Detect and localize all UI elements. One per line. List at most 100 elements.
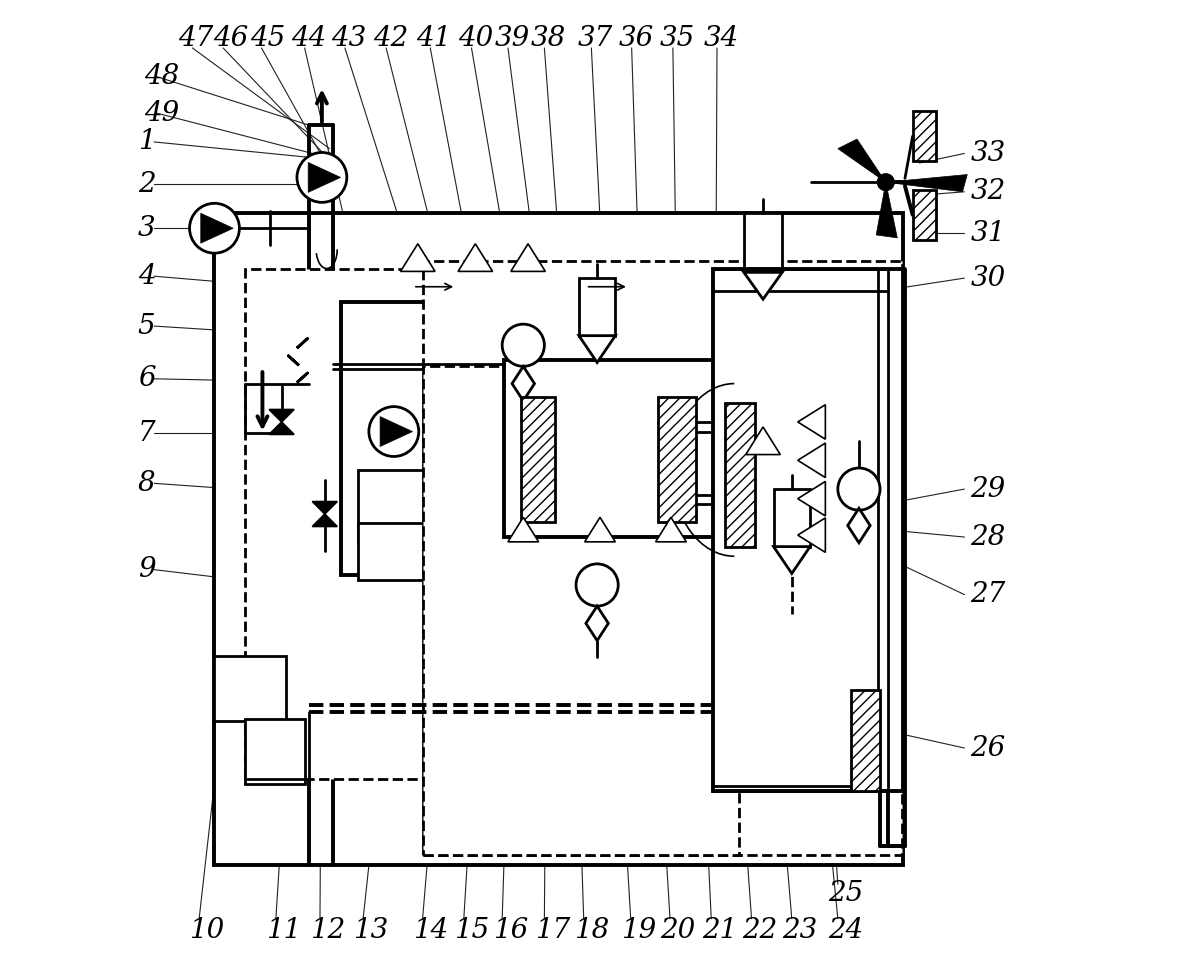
Text: 40: 40 bbox=[458, 25, 493, 52]
Text: 5: 5 bbox=[138, 313, 155, 339]
Text: 30: 30 bbox=[970, 265, 1006, 292]
Text: 44: 44 bbox=[292, 25, 326, 52]
Text: 22: 22 bbox=[742, 917, 778, 944]
Bar bbox=[245, 269, 446, 779]
Polygon shape bbox=[511, 244, 545, 271]
Text: 4: 4 bbox=[138, 263, 155, 290]
Polygon shape bbox=[798, 443, 826, 478]
Bar bbox=[521, 397, 554, 522]
Text: 16: 16 bbox=[492, 917, 528, 944]
Text: 36: 36 bbox=[618, 25, 654, 52]
Polygon shape bbox=[886, 175, 967, 192]
Polygon shape bbox=[745, 427, 780, 455]
Text: 26: 26 bbox=[970, 735, 1006, 761]
Polygon shape bbox=[269, 409, 294, 422]
Polygon shape bbox=[744, 272, 782, 299]
Text: 13: 13 bbox=[354, 917, 389, 944]
Polygon shape bbox=[798, 481, 826, 516]
Polygon shape bbox=[798, 405, 826, 439]
Text: 1: 1 bbox=[138, 129, 155, 155]
Text: 2: 2 bbox=[138, 171, 155, 198]
Text: 48: 48 bbox=[144, 63, 180, 90]
Text: 38: 38 bbox=[530, 25, 566, 52]
Polygon shape bbox=[512, 366, 534, 401]
Circle shape bbox=[576, 564, 618, 606]
Text: 19: 19 bbox=[622, 917, 656, 944]
Text: 33: 33 bbox=[970, 140, 1006, 167]
Text: 6: 6 bbox=[138, 365, 155, 392]
Circle shape bbox=[368, 407, 419, 456]
Bar bbox=[359, 470, 445, 542]
Polygon shape bbox=[312, 502, 337, 514]
Text: 49: 49 bbox=[144, 100, 180, 127]
Bar bbox=[422, 366, 739, 855]
Text: 24: 24 bbox=[828, 917, 864, 944]
Text: 39: 39 bbox=[494, 25, 529, 52]
Bar bbox=[851, 690, 880, 791]
Text: 20: 20 bbox=[660, 917, 696, 944]
Bar bbox=[359, 523, 445, 580]
Polygon shape bbox=[401, 244, 436, 271]
Text: 34: 34 bbox=[703, 25, 739, 52]
Bar bbox=[913, 111, 936, 161]
Polygon shape bbox=[508, 517, 539, 542]
Bar bbox=[341, 302, 514, 575]
Polygon shape bbox=[876, 182, 898, 238]
Text: 10: 10 bbox=[190, 917, 224, 944]
Text: 28: 28 bbox=[970, 524, 1006, 550]
Text: 15: 15 bbox=[455, 917, 490, 944]
Bar bbox=[725, 403, 755, 547]
Text: 35: 35 bbox=[660, 25, 695, 52]
Polygon shape bbox=[584, 517, 616, 542]
Polygon shape bbox=[586, 606, 608, 641]
Text: 27: 27 bbox=[970, 581, 1006, 608]
Polygon shape bbox=[308, 162, 341, 193]
Bar bbox=[713, 269, 904, 791]
Text: 21: 21 bbox=[702, 917, 737, 944]
Text: 14: 14 bbox=[413, 917, 449, 944]
Text: 25: 25 bbox=[828, 880, 864, 907]
Bar bbox=[504, 360, 715, 537]
Text: 9: 9 bbox=[138, 556, 155, 583]
Text: 3: 3 bbox=[138, 215, 155, 242]
Text: 43: 43 bbox=[331, 25, 367, 52]
Polygon shape bbox=[312, 514, 337, 526]
Text: 47: 47 bbox=[178, 25, 214, 52]
Text: 12: 12 bbox=[311, 917, 346, 944]
Circle shape bbox=[296, 152, 347, 202]
Bar bbox=[422, 261, 902, 855]
Bar bbox=[658, 397, 696, 522]
Bar bbox=[744, 213, 782, 272]
Text: 7: 7 bbox=[138, 420, 155, 447]
Circle shape bbox=[838, 468, 880, 510]
Polygon shape bbox=[838, 139, 886, 182]
Circle shape bbox=[878, 175, 894, 190]
Text: 29: 29 bbox=[970, 476, 1006, 503]
Polygon shape bbox=[847, 508, 870, 543]
Text: 8: 8 bbox=[138, 470, 155, 497]
Circle shape bbox=[502, 324, 545, 366]
Text: 37: 37 bbox=[578, 25, 613, 52]
Text: 23: 23 bbox=[782, 917, 817, 944]
Text: 32: 32 bbox=[970, 178, 1006, 205]
Polygon shape bbox=[458, 244, 492, 271]
Text: 42: 42 bbox=[373, 25, 408, 52]
Text: 17: 17 bbox=[535, 917, 570, 944]
Bar bbox=[913, 190, 936, 240]
Text: 45: 45 bbox=[250, 25, 286, 52]
Polygon shape bbox=[578, 336, 616, 363]
Polygon shape bbox=[774, 547, 810, 573]
Bar bbox=[215, 656, 287, 721]
Text: 18: 18 bbox=[574, 917, 610, 944]
Bar bbox=[578, 278, 616, 336]
Polygon shape bbox=[798, 518, 826, 552]
Polygon shape bbox=[200, 213, 233, 244]
Text: 11: 11 bbox=[266, 917, 301, 944]
Text: 31: 31 bbox=[970, 220, 1006, 246]
Circle shape bbox=[190, 203, 240, 253]
Bar bbox=[245, 719, 305, 784]
Polygon shape bbox=[655, 517, 686, 542]
Bar bbox=[774, 489, 810, 547]
Polygon shape bbox=[269, 422, 294, 434]
Bar bbox=[215, 213, 904, 865]
